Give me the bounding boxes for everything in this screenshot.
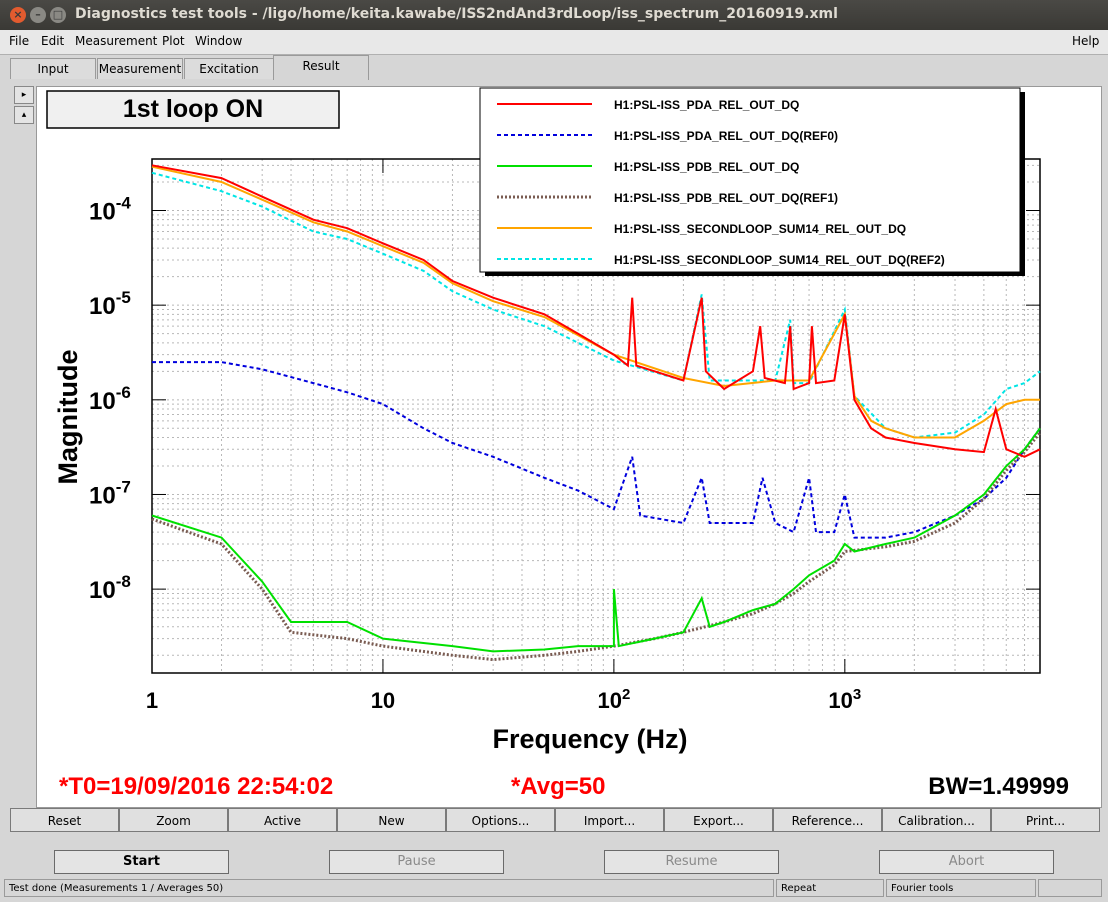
status-bar: Test done (Measurements 1 / Averages 50)…: [4, 879, 1104, 899]
reset-button[interactable]: Reset: [10, 808, 119, 832]
y-tick-exponent: -7: [116, 477, 131, 496]
avg-text: *Avg=50: [511, 773, 606, 800]
menu-file[interactable]: File: [9, 34, 30, 48]
legend-entry: H1:PSL-ISS_PDB_REL_OUT_DQ(REF1): [614, 191, 838, 205]
t0-text: *T0=19/09/2016 22:54:02: [59, 773, 333, 800]
y-tick-label: 10-4: [89, 193, 131, 225]
status-message: Test done (Measurements 1 / Averages 50): [4, 879, 774, 897]
pause-button[interactable]: Pause: [329, 850, 504, 874]
legend-entry: H1:PSL-ISS_SECONDLOOP_SUM14_REL_OUT_DQ(R…: [614, 253, 945, 267]
calibration-button[interactable]: Calibration...: [882, 808, 991, 832]
status-tool: Fourier tools: [886, 879, 1036, 897]
collapse-up-button[interactable]: ▴: [14, 106, 34, 124]
series-line: [151, 164, 1041, 458]
new-button[interactable]: New: [337, 808, 446, 832]
y-axis-label: Magnitude: [53, 350, 83, 485]
label-box: [46, 90, 340, 129]
legend-entry: H1:PSL-ISS_PDB_REL_OUT_DQ: [614, 160, 799, 174]
x-tick-exponent: 2: [622, 686, 630, 703]
import-button[interactable]: Import...: [555, 808, 664, 832]
y-tick-exponent: -4: [116, 193, 132, 212]
y-tick-label: 10-5: [89, 288, 131, 320]
legend: H1:PSL-ISS_PDA_REL_OUT_DQ H1:PSL-ISS_PDA_…: [497, 98, 945, 267]
window-title: Diagnostics test tools - /ligo/home/keit…: [75, 6, 838, 22]
close-window-button[interactable]: ×: [10, 7, 26, 23]
print-button[interactable]: Print...: [991, 808, 1100, 832]
expand-right-button[interactable]: ▸: [14, 86, 34, 104]
tab-bar: Input Measurement Excitation Result: [0, 55, 1108, 80]
tab-excitation[interactable]: Excitation: [184, 58, 274, 79]
spectrum-plot[interactable]: 1 10 102 103 10-4 10-5 10-6 10-7 10-8 Frequency …: [37, 87, 1101, 807]
start-button[interactable]: Start: [54, 850, 229, 874]
tab-input[interactable]: Input: [10, 58, 96, 79]
series-group: [151, 164, 1042, 662]
label-box-text: 1st loop ON: [123, 95, 263, 123]
x-tick-exponent: 3: [853, 686, 861, 703]
export-button[interactable]: Export...: [664, 808, 773, 832]
maximize-window-button[interactable]: □: [50, 7, 66, 23]
active-button[interactable]: Active: [228, 808, 337, 832]
series-line: [152, 361, 1041, 539]
legend-entry: H1:PSL-ISS_PDA_REL_OUT_DQ: [614, 98, 799, 112]
bw-text: BW=1.49999: [928, 773, 1069, 800]
status-mode: Repeat: [776, 879, 884, 897]
options-button[interactable]: Options...: [446, 808, 555, 832]
legend-entry: H1:PSL-ISS_PDA_REL_OUT_DQ(REF0): [614, 129, 838, 143]
zoom-button[interactable]: Zoom: [119, 808, 228, 832]
y-tick-label: 10-7: [89, 477, 131, 509]
x-axis-label: Frequency (Hz): [492, 724, 687, 754]
x-tick-label: 1: [146, 688, 158, 713]
title-bar: × – □ Diagnostics test tools - /ligo/hom…: [0, 0, 1108, 30]
y-tick-label: 10-6: [89, 383, 131, 415]
minimize-window-button[interactable]: –: [30, 7, 46, 23]
menu-bar: File Edit Measurement Plot Window Help: [0, 30, 1108, 55]
tab-result[interactable]: Result: [273, 55, 369, 80]
x-tick-label: 10: [371, 688, 395, 713]
series-line: [151, 171, 1041, 439]
menu-window[interactable]: Window: [195, 34, 243, 48]
reference-button[interactable]: Reference...: [773, 808, 882, 832]
resume-button[interactable]: Resume: [604, 850, 779, 874]
y-tick-exponent: -5: [116, 288, 131, 307]
abort-button[interactable]: Abort: [879, 850, 1054, 874]
y-tick-exponent: -6: [116, 383, 131, 402]
plot-panel: 1 10 102 103 10-4 10-5 10-6 10-7 10-8 Frequency …: [36, 86, 1102, 808]
plot-button-row: Reset Zoom Active New Options... Import.…: [10, 808, 1100, 834]
y-tick-exponent: -8: [116, 572, 131, 591]
x-tick-label: 103: [828, 686, 861, 713]
menu-measurement[interactable]: Measurement: [75, 34, 158, 48]
series-line: [151, 165, 1040, 439]
status-extra: [1038, 879, 1102, 897]
menu-plot[interactable]: Plot: [162, 34, 185, 48]
menu-help[interactable]: Help: [1072, 34, 1100, 48]
legend-entry: H1:PSL-ISS_SECONDLOOP_SUM14_REL_OUT_DQ: [614, 222, 906, 236]
series-line: [151, 431, 1042, 662]
tab-measurement[interactable]: Measurement: [97, 58, 183, 79]
menu-edit[interactable]: Edit: [41, 34, 65, 48]
y-tick-label: 10-8: [89, 572, 131, 604]
x-tick-label: 102: [597, 686, 630, 713]
legend-box: [479, 87, 1021, 273]
series-line: [151, 427, 1041, 653]
